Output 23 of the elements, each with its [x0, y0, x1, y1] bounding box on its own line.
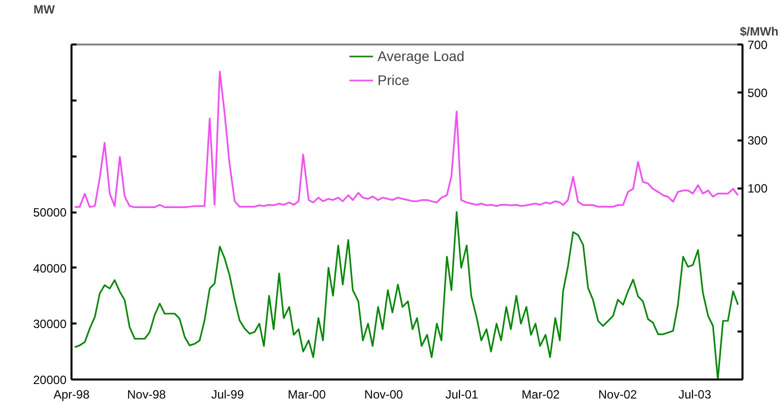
y2-tick-label: 500 [748, 86, 768, 100]
x-tick-label: Nov-98 [127, 388, 166, 402]
x-tick-label: Apr-98 [53, 388, 90, 402]
y2-tick-label: 300 [748, 134, 768, 148]
y-tick-label: 30000 [33, 317, 67, 332]
y2-tick-label: 700 [748, 38, 768, 52]
y-axis-title: MW [34, 2, 56, 16]
y-tick-label: 40000 [33, 261, 67, 276]
legend-label: Average Load [378, 48, 464, 64]
x-tick-label: Nov-02 [598, 388, 638, 402]
y2-tick-label: 100 [748, 182, 768, 196]
x-tick-label: Nov-00 [364, 388, 404, 402]
x-tick-label: Jul-99 [211, 388, 244, 402]
x-tick-label: Mar-00 [288, 388, 326, 402]
legend-label: Price [378, 72, 410, 88]
line-series [74, 211, 739, 380]
x-tick-label: Mar-02 [522, 388, 560, 402]
x-tick-label: Jul-01 [445, 388, 479, 402]
y-tick-label: 20000 [33, 373, 67, 387]
y-tick-label: 50000 [33, 206, 67, 220]
line-series [74, 70, 739, 208]
y2-axis-title: $/MWh [740, 24, 779, 38]
x-tick-label: Jul-03 [678, 388, 712, 402]
